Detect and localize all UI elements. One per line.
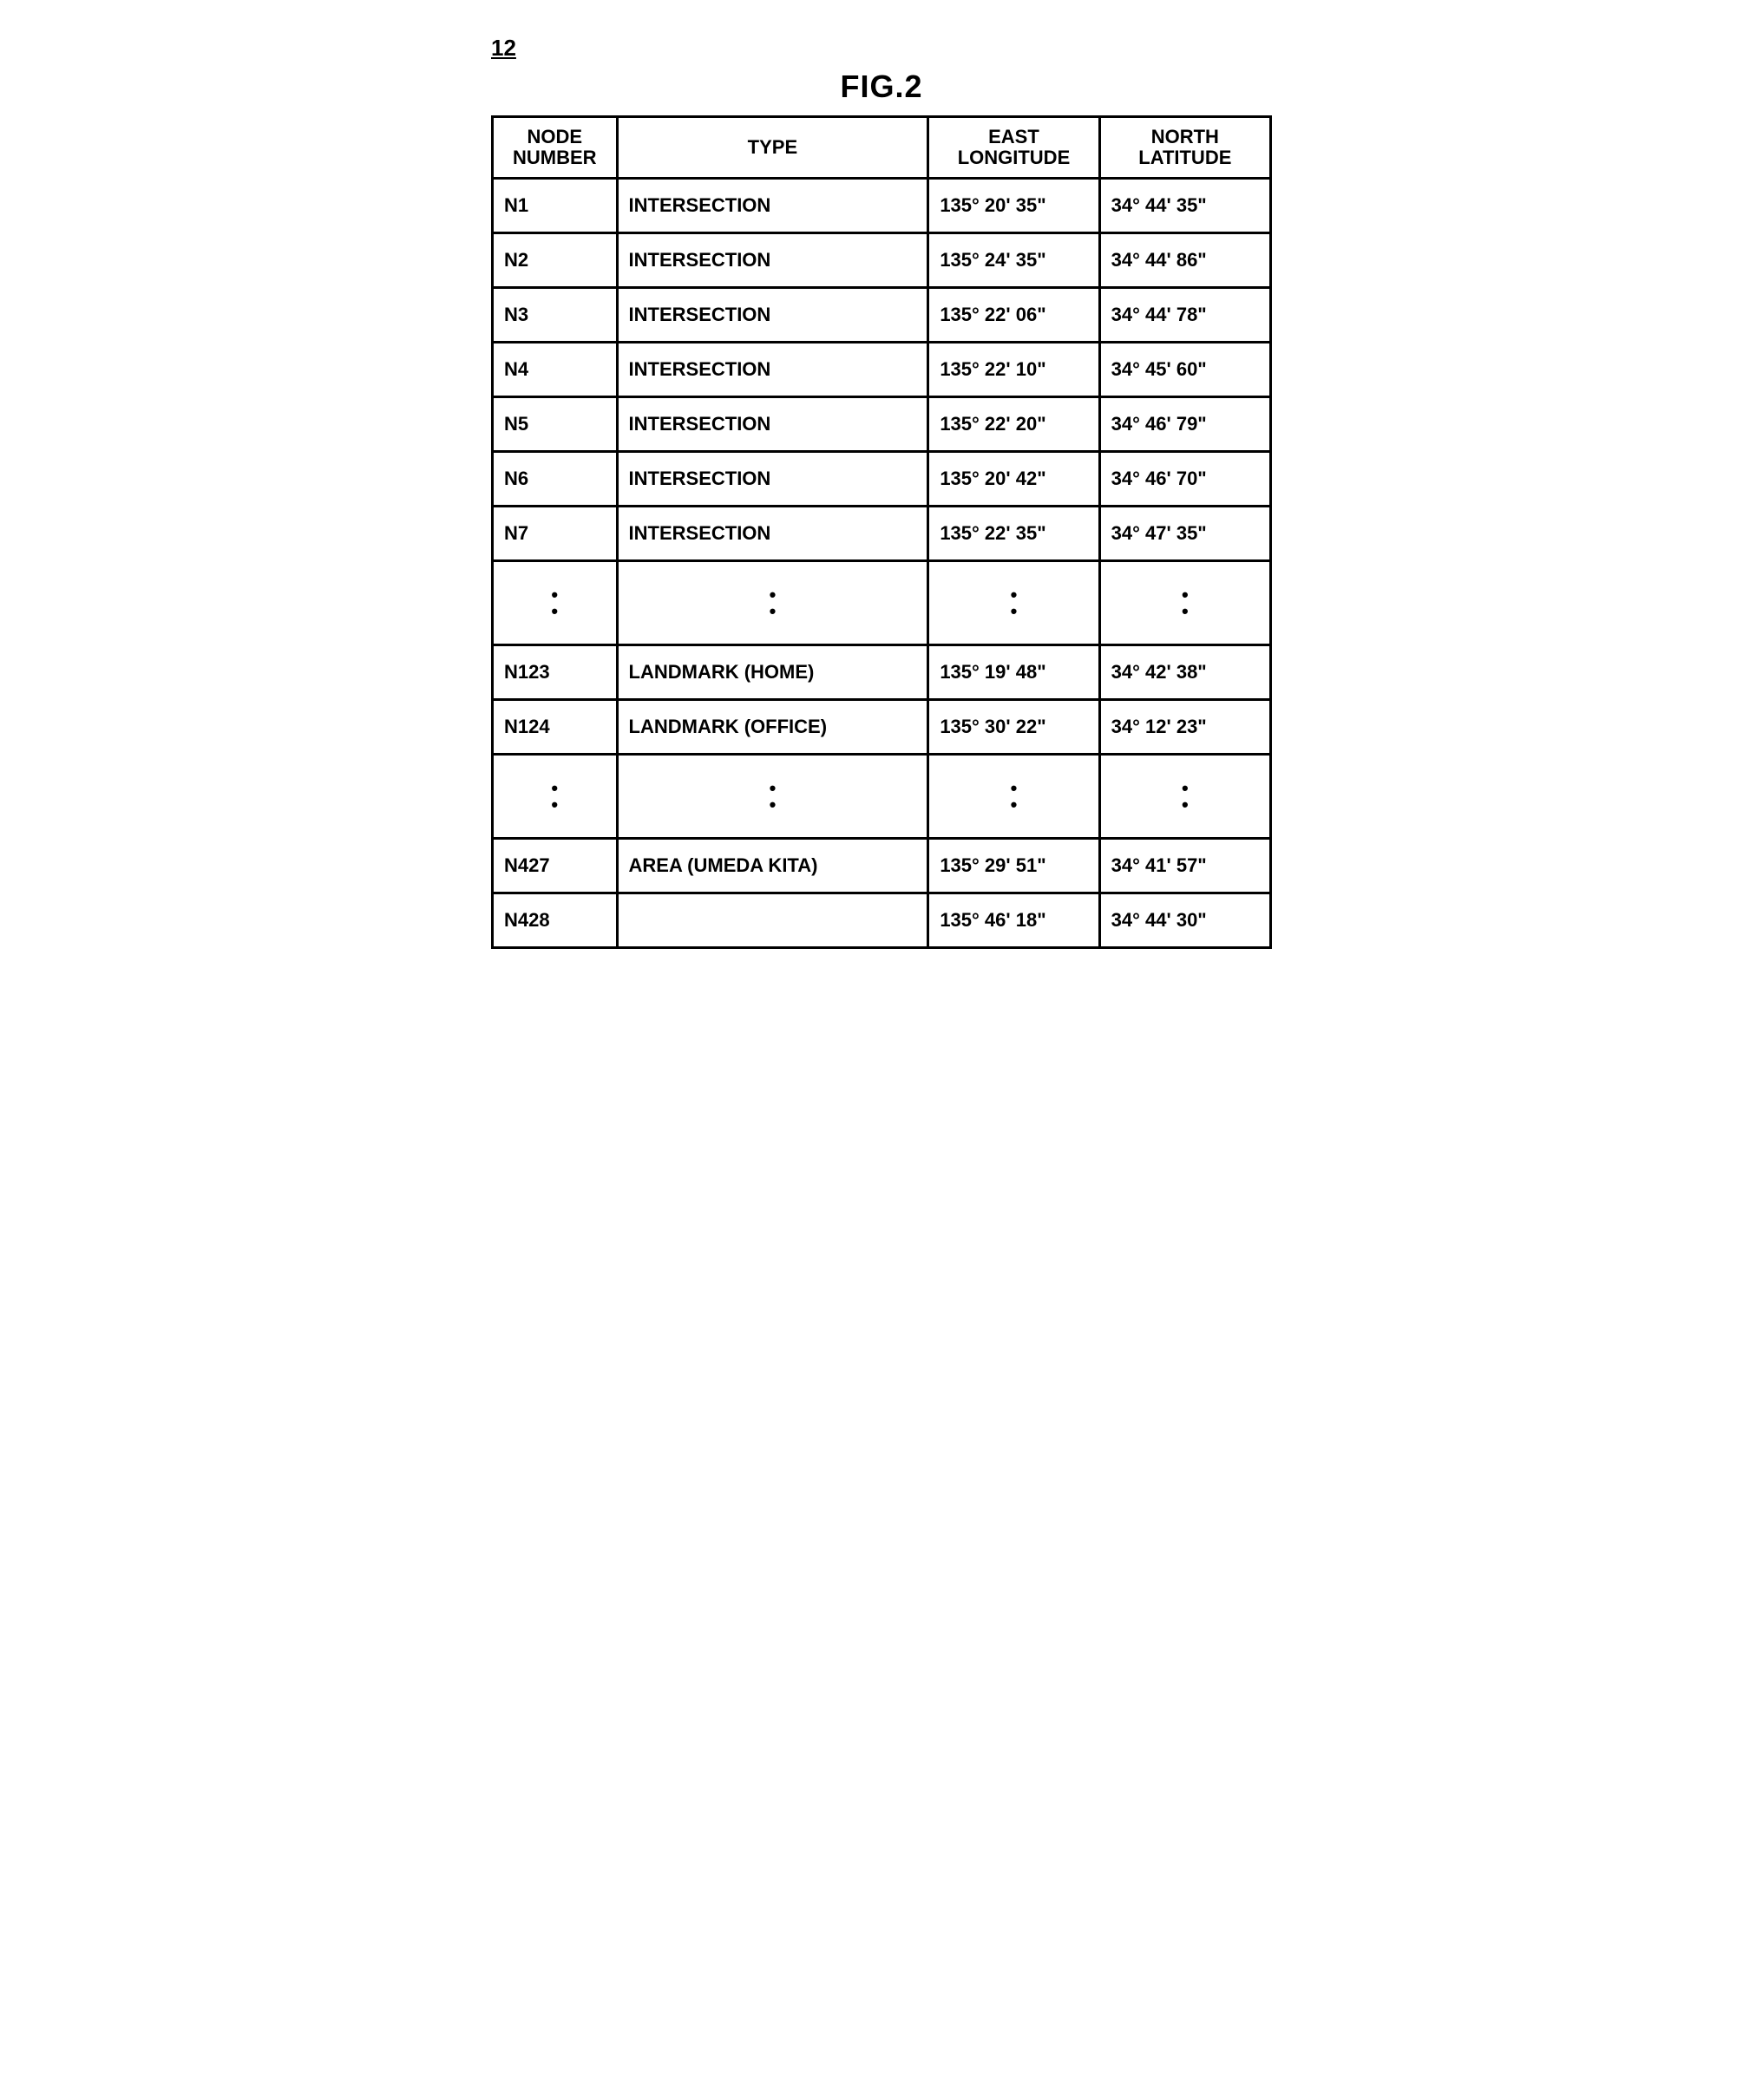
table-header-row: NODENUMBER TYPE EASTLONGITUDE NORTHLATIT…	[493, 117, 1271, 179]
type-cell: INTERSECTION	[617, 397, 928, 452]
node-number-cell: N428	[493, 893, 618, 948]
node-number-cell: N7	[493, 507, 618, 561]
table-row: ••••••••	[493, 755, 1271, 839]
table-row: N2INTERSECTION135° 24' 35"34° 44' 86"	[493, 233, 1271, 288]
ellipsis-cell: ••	[1099, 561, 1270, 645]
table-row: N428 135° 46' 18"34° 44' 30"	[493, 893, 1271, 948]
ellipsis-cell: ••	[928, 755, 1099, 839]
table-row: N5INTERSECTION135° 22' 20"34° 46' 79"	[493, 397, 1271, 452]
longitude-cell: 135° 19' 48"	[928, 645, 1099, 700]
latitude-cell: 34° 46' 79"	[1099, 397, 1270, 452]
longitude-cell: 135° 20' 42"	[928, 452, 1099, 507]
table-row: N3INTERSECTION135° 22' 06"34° 44' 78"	[493, 288, 1271, 343]
header-node: NODENUMBER	[493, 117, 618, 179]
table-row: N1INTERSECTION135° 20' 35"34° 44' 35"	[493, 179, 1271, 233]
type-cell: LANDMARK (OFFICE)	[617, 700, 928, 755]
type-cell: LANDMARK (HOME)	[617, 645, 928, 700]
latitude-cell: 34° 44' 30"	[1099, 893, 1270, 948]
type-cell: INTERSECTION	[617, 179, 928, 233]
longitude-cell: 135° 29' 51"	[928, 839, 1099, 893]
type-cell: INTERSECTION	[617, 507, 928, 561]
latitude-cell: 34° 41' 57"	[1099, 839, 1270, 893]
longitude-cell: 135° 20' 35"	[928, 179, 1099, 233]
node-table: NODENUMBER TYPE EASTLONGITUDE NORTHLATIT…	[491, 115, 1272, 949]
ellipsis-cell: ••	[617, 755, 928, 839]
longitude-cell: 135° 24' 35"	[928, 233, 1099, 288]
node-number-cell: N5	[493, 397, 618, 452]
table-row: N7INTERSECTION135° 22' 35"34° 47' 35"	[493, 507, 1271, 561]
ellipsis-cell: ••	[617, 561, 928, 645]
ellipsis-cell: ••	[493, 561, 618, 645]
latitude-cell: 34° 44' 35"	[1099, 179, 1270, 233]
ellipsis-cell: ••	[1099, 755, 1270, 839]
latitude-cell: 34° 44' 86"	[1099, 233, 1270, 288]
type-cell: AREA (UMEDA KITA)	[617, 839, 928, 893]
longitude-cell: 135° 30' 22"	[928, 700, 1099, 755]
table-row: N123LANDMARK (HOME)135° 19' 48"34° 42' 3…	[493, 645, 1271, 700]
table-body: N1INTERSECTION135° 20' 35"34° 44' 35"N2I…	[493, 179, 1271, 948]
node-number-cell: N427	[493, 839, 618, 893]
longitude-cell: 135° 22' 10"	[928, 343, 1099, 397]
longitude-cell: 135° 46' 18"	[928, 893, 1099, 948]
table-row: N6INTERSECTION135° 20' 42"34° 46' 70"	[493, 452, 1271, 507]
longitude-cell: 135° 22' 35"	[928, 507, 1099, 561]
type-cell: INTERSECTION	[617, 233, 928, 288]
header-type: TYPE	[617, 117, 928, 179]
node-number-cell: N123	[493, 645, 618, 700]
node-number-cell: N124	[493, 700, 618, 755]
node-number-cell: N2	[493, 233, 618, 288]
latitude-cell: 34° 47' 35"	[1099, 507, 1270, 561]
type-cell: INTERSECTION	[617, 343, 928, 397]
type-cell: INTERSECTION	[617, 452, 928, 507]
figure-title: FIG.2	[491, 69, 1272, 105]
type-cell	[617, 893, 928, 948]
ellipsis-cell: ••	[928, 561, 1099, 645]
node-number-cell: N3	[493, 288, 618, 343]
type-cell: INTERSECTION	[617, 288, 928, 343]
latitude-cell: 34° 42' 38"	[1099, 645, 1270, 700]
latitude-cell: 34° 12' 23"	[1099, 700, 1270, 755]
latitude-cell: 34° 46' 70"	[1099, 452, 1270, 507]
longitude-cell: 135° 22' 06"	[928, 288, 1099, 343]
table-row: N124LANDMARK (OFFICE)135° 30' 22"34° 12'…	[493, 700, 1271, 755]
node-number-cell: N1	[493, 179, 618, 233]
latitude-cell: 34° 45' 60"	[1099, 343, 1270, 397]
table-row: ••••••••	[493, 561, 1271, 645]
table-row: N427AREA (UMEDA KITA)135° 29' 51"34° 41'…	[493, 839, 1271, 893]
latitude-cell: 34° 44' 78"	[1099, 288, 1270, 343]
reference-number: 12	[491, 35, 1272, 62]
table-row: N4INTERSECTION135° 22' 10"34° 45' 60"	[493, 343, 1271, 397]
node-number-cell: N4	[493, 343, 618, 397]
ellipsis-cell: ••	[493, 755, 618, 839]
node-number-cell: N6	[493, 452, 618, 507]
header-lon: EASTLONGITUDE	[928, 117, 1099, 179]
longitude-cell: 135° 22' 20"	[928, 397, 1099, 452]
header-lat: NORTHLATITUDE	[1099, 117, 1270, 179]
figure-container: 12 FIG.2 NODENUMBER TYPE EASTLONGITUDE N…	[491, 35, 1272, 949]
